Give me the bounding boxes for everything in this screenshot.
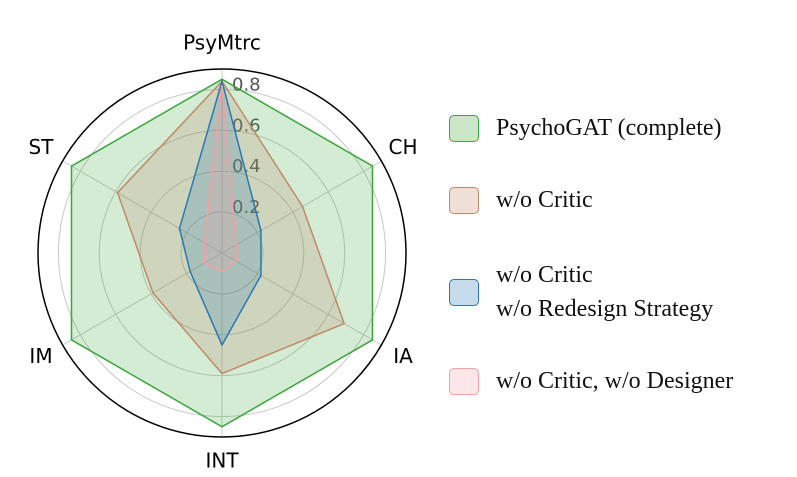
legend-swatch [449, 367, 479, 395]
category-label: INT [205, 449, 239, 473]
legend-swatch [449, 278, 479, 306]
legend-swatch [449, 114, 479, 142]
legend-label: PsychoGAT (complete) [496, 115, 722, 141]
legend-item: PsychoGAT (complete) [449, 111, 722, 145]
category-label: PsyMtrc [183, 31, 261, 55]
legend-label: w/o Critic [496, 187, 593, 213]
r-tick-label: 0.4 [232, 156, 261, 177]
category-label: CH [388, 135, 417, 159]
spoke [62, 252, 223, 346]
legend-item: w/o Critic, w/o Designer [449, 364, 733, 398]
frame [37, 68, 407, 438]
legend-label: w/o Critic, w/o Designer [496, 368, 734, 394]
category-label: IA [393, 344, 413, 368]
spoke [221, 160, 382, 254]
series-area [178, 78, 262, 347]
spoke [62, 160, 223, 254]
category-label: ST [29, 135, 55, 159]
spoke [221, 252, 382, 346]
category-label: IM [29, 344, 52, 368]
legend-item: w/o Critic [449, 183, 593, 217]
legend-label: w/o Critic w/o Redesign Strategy [496, 262, 714, 322]
series-area [70, 78, 374, 428]
legend-item: w/o Critic w/o Redesign Strategy [449, 258, 713, 326]
r-tick-label: 0.8 [232, 74, 261, 95]
series-area [116, 80, 346, 375]
series-area [203, 85, 237, 273]
legend-swatch [449, 186, 479, 214]
